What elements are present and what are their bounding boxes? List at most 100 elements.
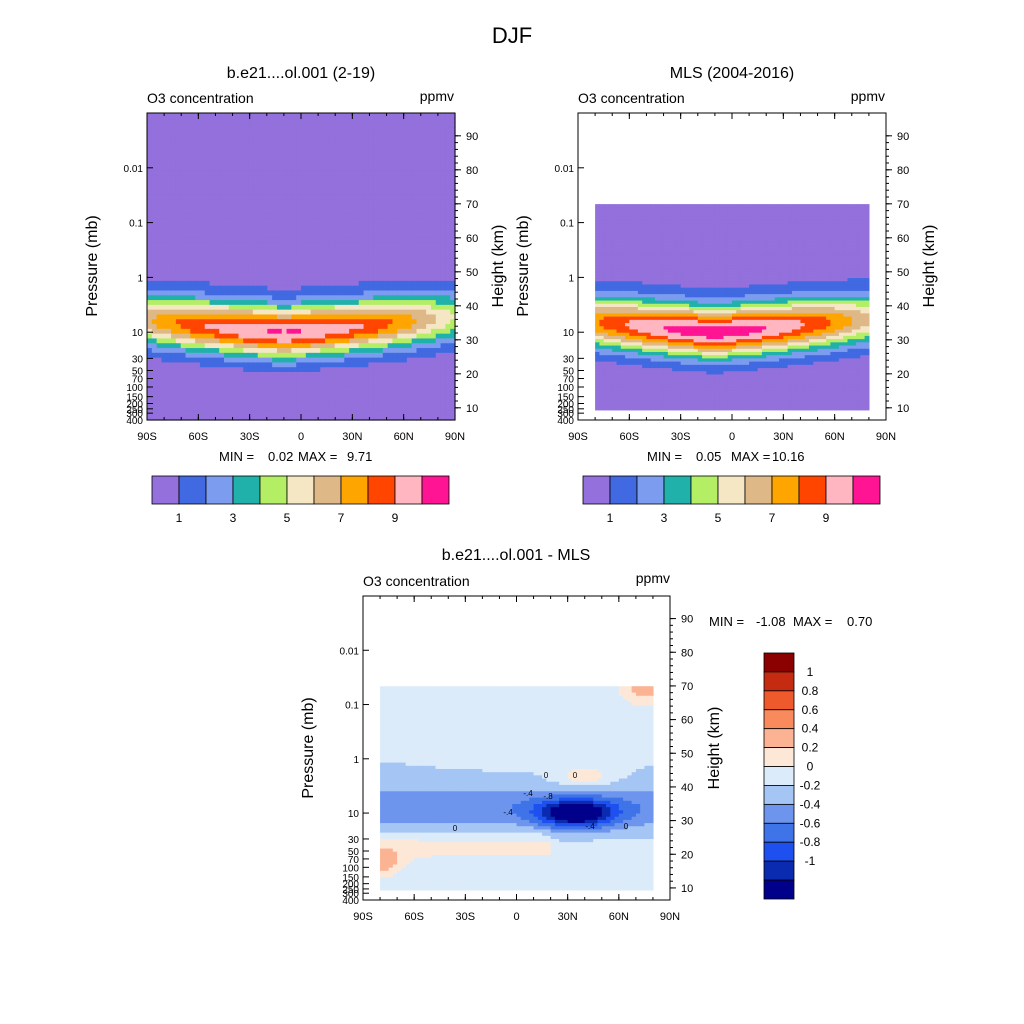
field-cell [373, 300, 379, 306]
field-cell [426, 223, 432, 229]
field-cell [204, 410, 211, 416]
field-cell [445, 276, 451, 282]
field-cell [209, 290, 215, 296]
field-cell [320, 170, 326, 176]
field-cell [344, 276, 350, 282]
field-cell [320, 415, 326, 421]
field-cell [156, 156, 163, 162]
field-cell [334, 189, 341, 196]
field-cell [281, 328, 288, 335]
field-cell [344, 266, 350, 272]
field-cell [440, 338, 446, 344]
field-cell [450, 113, 456, 119]
field-cell [334, 376, 341, 383]
field-cell [147, 405, 153, 412]
field-cell [171, 319, 177, 325]
field-cell [276, 146, 283, 152]
field-cell [243, 252, 249, 258]
field-cell [257, 304, 264, 311]
field-cell [629, 226, 635, 231]
field-cell [180, 237, 187, 244]
field-cell [744, 223, 750, 228]
field-cell [450, 276, 456, 282]
field-cell [243, 415, 249, 421]
field-cell [151, 127, 158, 133]
field-cell [426, 113, 432, 119]
field-cell [228, 381, 235, 388]
field-cell [204, 146, 211, 152]
field-cell [315, 156, 321, 162]
field-cell [339, 280, 345, 287]
field-cell [339, 333, 345, 340]
field-cell [397, 146, 403, 152]
field-cell [373, 314, 379, 320]
field-cell [185, 113, 191, 119]
field-cell [175, 276, 182, 282]
field-cell [430, 400, 437, 407]
field-cell [185, 189, 191, 196]
field-cell [616, 220, 622, 224]
field-cell [358, 319, 365, 325]
field-cell [349, 156, 355, 162]
field-cell [301, 396, 307, 402]
field-cell [262, 170, 268, 176]
field-cell [147, 228, 153, 234]
field-cell [151, 280, 158, 287]
field-cell [445, 367, 451, 373]
field-cell [344, 396, 350, 402]
field-cell [305, 127, 312, 133]
field-cell [378, 405, 384, 412]
field-cell [180, 410, 187, 416]
field-cell [349, 199, 355, 205]
field-cell [650, 216, 656, 221]
field-cell [368, 252, 374, 258]
field-cell [629, 210, 635, 215]
field-cell [616, 226, 622, 231]
field-cell [219, 319, 225, 325]
field-cell [353, 266, 360, 272]
field-cell [224, 333, 230, 340]
field-cell [397, 372, 403, 378]
field-cell [595, 216, 600, 221]
field-cell [363, 117, 369, 124]
field-cell [195, 396, 201, 402]
field-cell [156, 285, 163, 292]
x-tick-label: 60S [189, 431, 209, 443]
field-cell [272, 271, 278, 277]
field-cell [286, 314, 292, 320]
field-cell [445, 180, 451, 186]
field-cell [195, 156, 201, 162]
field-cell [252, 242, 259, 248]
field-cell [435, 300, 442, 306]
field-cell [151, 391, 158, 397]
field-cell [219, 175, 225, 181]
field-cell [710, 226, 716, 231]
field-cell [286, 146, 292, 152]
field-cell [161, 136, 167, 143]
field-cell [166, 405, 172, 412]
field-cell [445, 381, 451, 388]
field-cell [325, 122, 331, 128]
field-cell [358, 208, 365, 215]
field-cell [204, 314, 211, 320]
field-cell [334, 338, 341, 344]
field-cell [373, 204, 379, 210]
field-cell [349, 410, 355, 416]
field-cell [353, 242, 360, 248]
field-cell [727, 226, 733, 231]
field-cell [272, 228, 278, 234]
field-cell [209, 194, 215, 200]
field-cell [740, 233, 746, 237]
field-cell [421, 338, 427, 344]
field-cell [267, 324, 273, 330]
field-cell [406, 391, 413, 397]
field-cell [175, 295, 182, 301]
field-cell [406, 314, 413, 320]
field-cell [156, 165, 163, 172]
field-cell [697, 207, 703, 212]
field-cell [185, 228, 191, 234]
field-cell [406, 400, 413, 407]
field-cell [161, 290, 167, 296]
field-cell [435, 218, 442, 224]
field-cell [286, 280, 292, 287]
